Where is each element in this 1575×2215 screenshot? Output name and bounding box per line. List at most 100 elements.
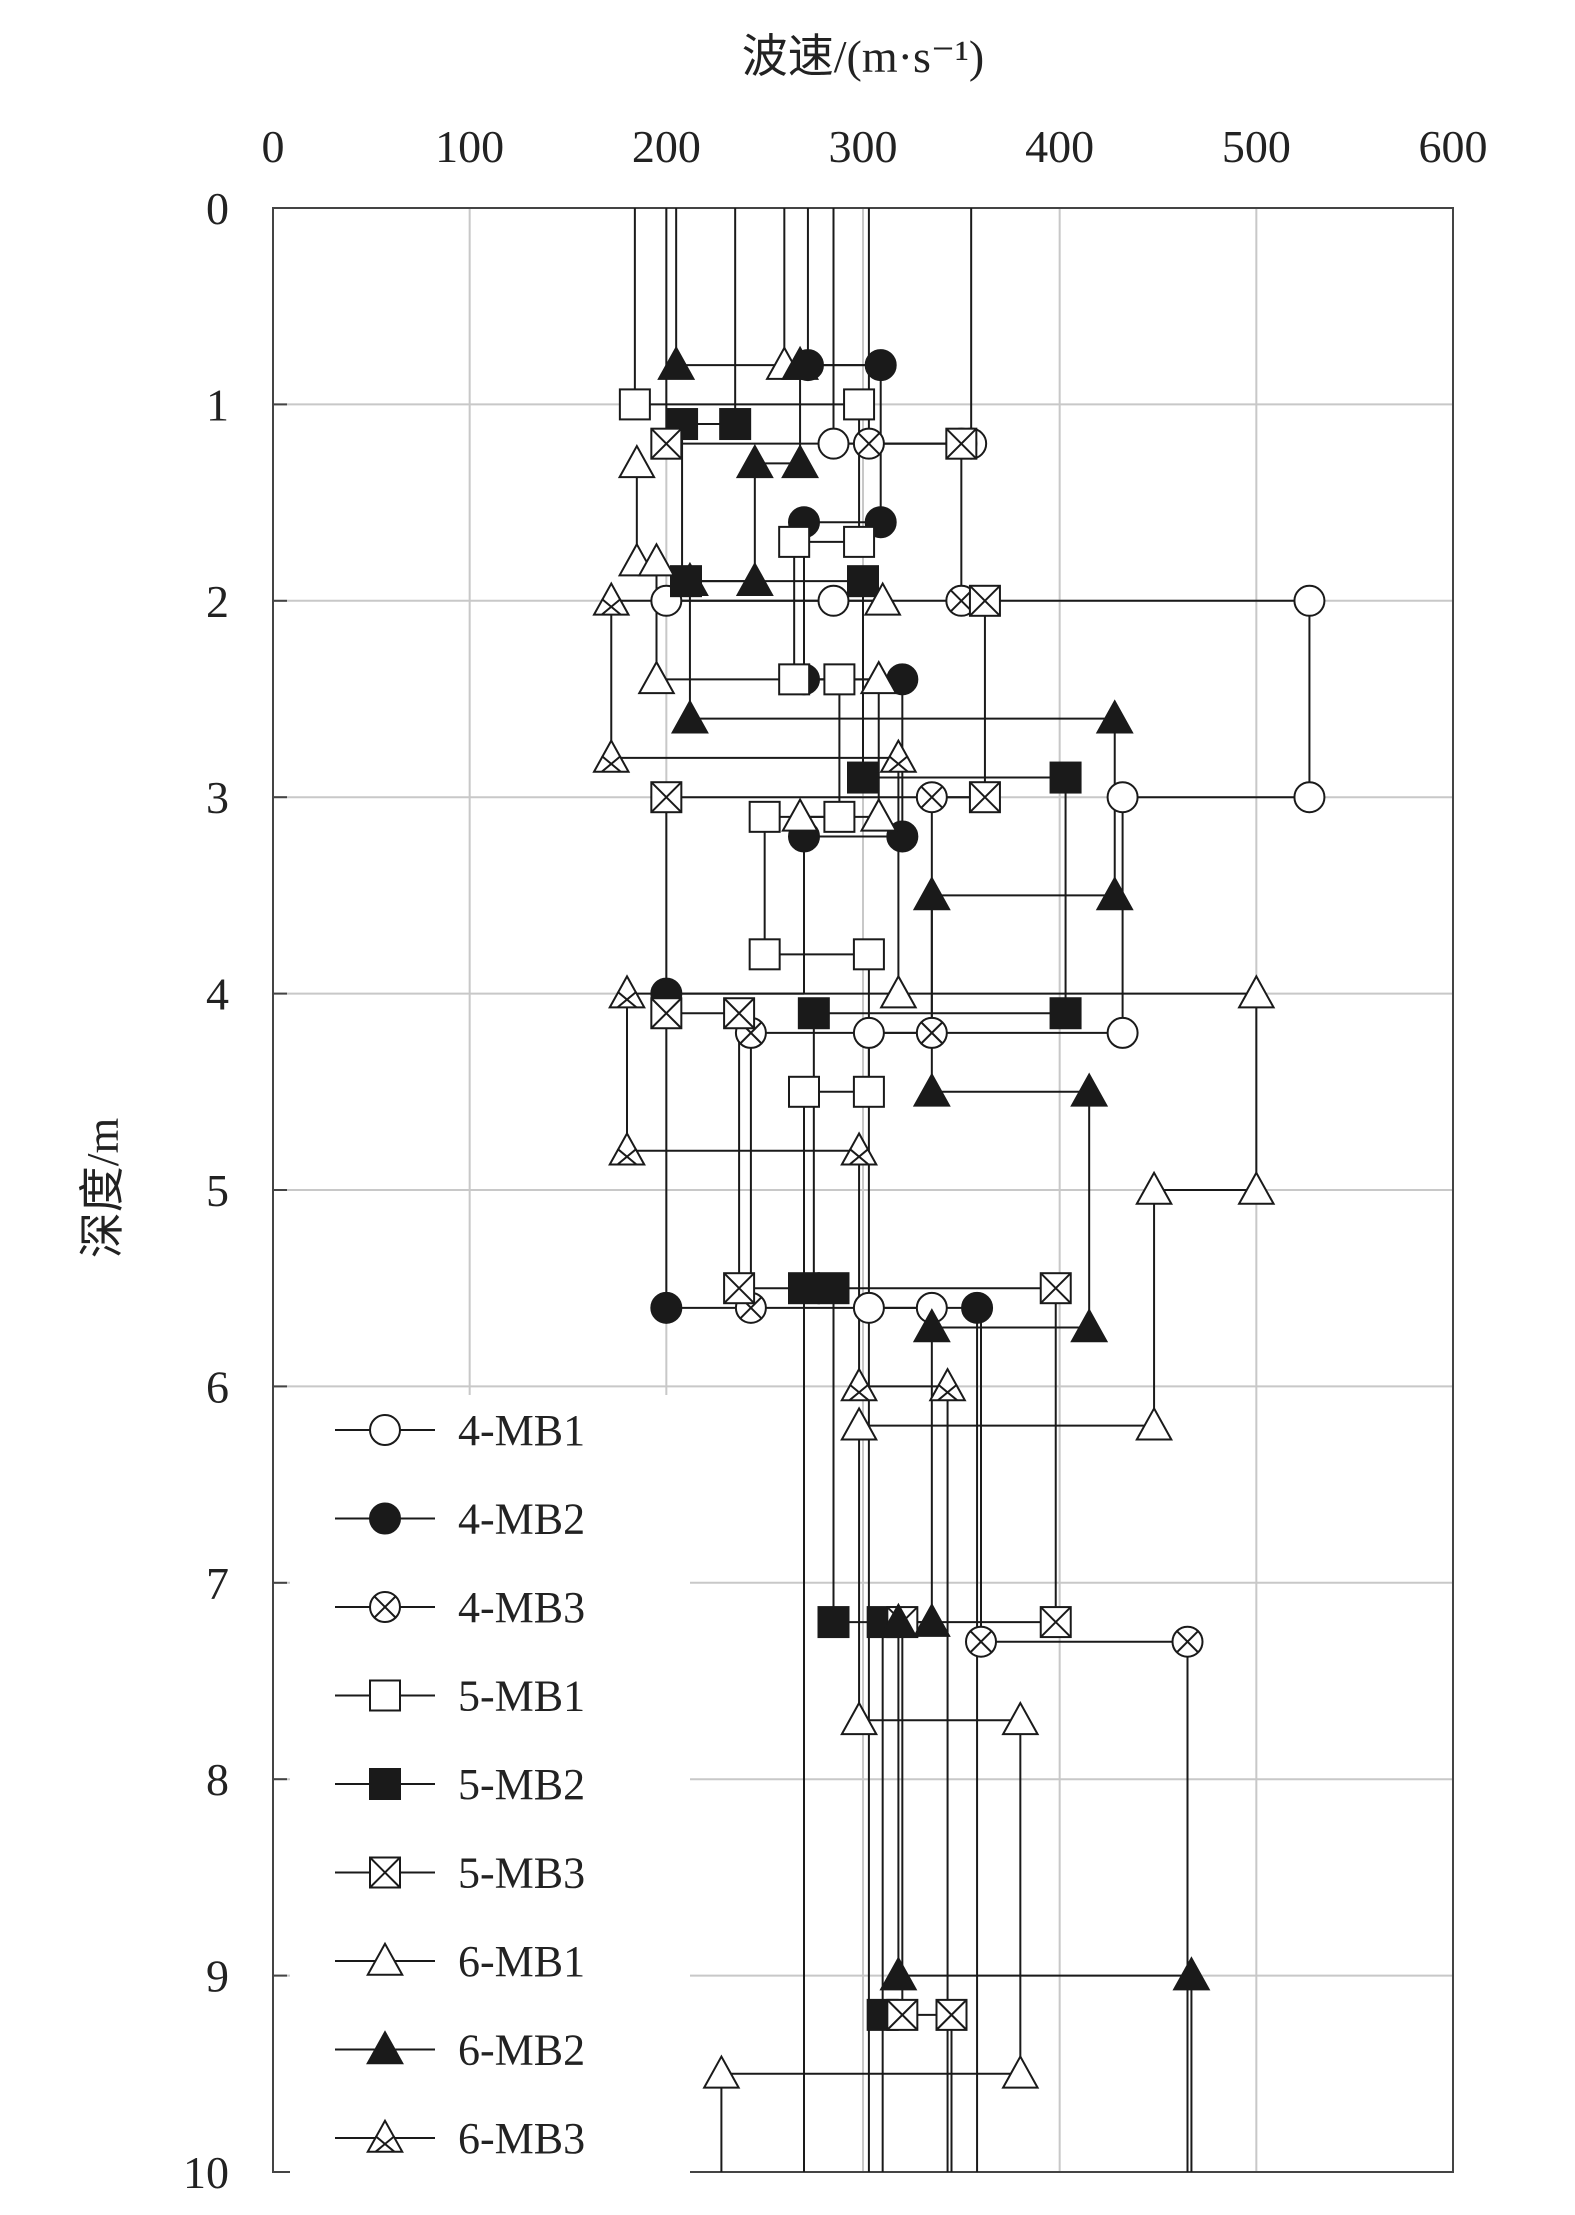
marker-6-MB1 [781, 797, 820, 832]
marker-6-MB1 [1135, 1170, 1174, 1205]
marker-4-MB1 [1106, 1016, 1139, 1049]
marker-5-MB3 [935, 1998, 968, 2031]
marker-5-MB3 [886, 1998, 919, 2031]
y-tick-label: 6 [206, 1361, 229, 1412]
marker-5-MB1 [843, 525, 876, 558]
x-tick-label: 300 [829, 121, 898, 172]
marker-5-MB2 [1049, 997, 1082, 1030]
marker-6-MB3 [608, 1131, 646, 1166]
x-tick-label: 600 [1419, 121, 1488, 172]
marker-6-MB1 [879, 974, 918, 1009]
marker-6-MB3 [592, 738, 631, 773]
marker-6-MB1 [1001, 2054, 1040, 2089]
marker-6-MB1 [863, 581, 902, 616]
legend: 4-MB1 4-MB2 4-MB3 5-MB1 5-MB2 5-MB3 6-MB1 6-MB2… [290, 1395, 690, 2185]
marker-5-MB3 [1039, 1606, 1072, 1639]
marker-5-MB1 [618, 388, 651, 421]
marker-6-MB2 [1070, 1072, 1109, 1107]
plot-frame [272, 207, 1454, 2173]
marker-6-MB1 [840, 1406, 879, 1441]
marker-6-MB3 [879, 738, 918, 773]
marker-6-MB2 [912, 1072, 951, 1107]
marker-6-MB2 [657, 345, 696, 380]
marker-4-MB1 [817, 427, 850, 460]
marker-6-MB2 [781, 444, 820, 479]
legend-item: 4-MB1 [335, 1406, 585, 1455]
y-axis-title: 深度/m [77, 1118, 128, 1259]
legend-marker-icon [369, 1679, 401, 1712]
marker-4-MB2 [961, 1291, 994, 1324]
marker-6-MB2 [879, 1602, 918, 1637]
marker-5-MB3 [650, 427, 683, 460]
marker-4-MB1 [1293, 584, 1326, 617]
marker-5-MB1 [852, 1075, 885, 1108]
legend-label: 6-MB2 [458, 2026, 585, 2075]
marker-6-MB1 [617, 444, 656, 479]
legend-label: 6-MB3 [458, 2114, 585, 2163]
y-tick-label: 7 [206, 1558, 229, 1609]
legend-marker-icon [366, 1941, 404, 1976]
marker-5-MB3 [945, 427, 978, 460]
marker-6-MB1 [1237, 1170, 1276, 1205]
y-tick-label: 5 [206, 1165, 229, 1216]
marker-6-MB1 [637, 542, 676, 577]
x-tick-label: 200 [632, 121, 701, 172]
series-5-MB2 [681, 208, 1067, 2172]
legend-marker-icon [369, 1856, 401, 1889]
legend-marker-icon [366, 2118, 404, 2153]
marker-5-MB3 [650, 781, 683, 814]
marker-6-MB1 [637, 660, 676, 695]
marker-6-MB2 [1172, 1956, 1211, 1991]
marker-4-MB1 [852, 1016, 885, 1049]
marker-6-MB1 [859, 660, 898, 695]
marker-4-MB3 [1171, 1625, 1204, 1658]
marker-6-MB2 [879, 1956, 918, 1991]
marker-6-MB1 [1001, 1700, 1040, 1736]
y-tick-label: 3 [206, 772, 229, 823]
marker-5-MB1 [823, 663, 856, 696]
y-tick-label: 9 [206, 1951, 229, 2002]
y-tick-label: 0 [206, 183, 229, 234]
marker-5-MB1 [823, 800, 856, 833]
legend-label: 6-MB1 [458, 1937, 585, 1986]
legend-label: 4-MB1 [458, 1406, 585, 1455]
legend-marker-icon [369, 1591, 401, 1623]
marker-5-MB1 [778, 663, 811, 696]
legend-label: 4-MB2 [458, 1495, 585, 1544]
legend-item: 4-MB3 [335, 1583, 585, 1632]
x-tick-label: 100 [435, 121, 504, 172]
marker-5-MB2 [797, 997, 830, 1030]
marker-5-MB3 [723, 1272, 756, 1305]
y-tick-label: 2 [206, 576, 229, 627]
legend-background [290, 1395, 690, 2185]
marker-5-MB1 [748, 938, 781, 971]
marker-4-MB3 [852, 427, 885, 460]
marker-5-MB1 [852, 938, 885, 971]
marker-6-MB3 [840, 1367, 879, 1402]
marker-6-MB2 [1095, 699, 1134, 734]
legend-item: 4-MB2 [335, 1495, 585, 1544]
marker-6-MB2 [1095, 876, 1134, 911]
marker-4-MB3 [965, 1625, 997, 1658]
marker-6-MB1 [1237, 974, 1276, 1009]
marker-5-MB3 [968, 781, 1001, 814]
marker-6-MB1 [1135, 1406, 1174, 1441]
marker-5-MB2 [719, 408, 752, 441]
legend-marker-icon [366, 2030, 404, 2065]
x-tick-label: 500 [1222, 121, 1291, 172]
y-tick-label: 8 [206, 1754, 229, 1805]
marker-6-MB3 [592, 581, 631, 616]
legend-item: 5-MB3 [335, 1849, 585, 1898]
marker-4-MB2 [650, 1291, 683, 1324]
marker-6-MB3 [928, 1367, 967, 1402]
legend-marker-icon [369, 1768, 401, 1800]
y-tick-label: 4 [206, 969, 229, 1020]
marker-4-MB1 [852, 1291, 885, 1324]
marker-6-MB2 [912, 1602, 951, 1637]
marker-6-MB3 [608, 974, 646, 1009]
marker-5-MB2 [788, 1272, 820, 1305]
marker-6-MB1 [859, 797, 898, 832]
x-tick-label: 400 [1025, 121, 1094, 172]
x-axis-title: 波速/(m·s⁻¹) [742, 31, 985, 82]
